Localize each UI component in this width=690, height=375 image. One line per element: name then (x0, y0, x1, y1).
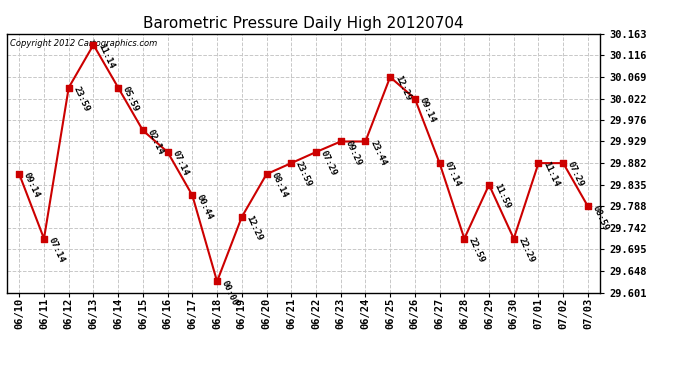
Text: 07:14: 07:14 (47, 236, 66, 264)
Text: 12:29: 12:29 (393, 74, 413, 102)
Point (459, 236, 470, 242)
Text: 09:14: 09:14 (417, 96, 437, 124)
Point (533, 160, 544, 166)
Text: 11:14: 11:14 (541, 160, 561, 189)
Point (162, 149, 173, 155)
Point (212, 279, 223, 285)
Point (236, 214, 247, 220)
Point (63, 85, 75, 91)
Title: Barometric Pressure Daily High 20120704: Barometric Pressure Daily High 20120704 (144, 16, 464, 31)
Point (409, 96, 420, 102)
Point (39, 236, 50, 242)
Text: 12:29: 12:29 (244, 214, 264, 242)
Text: 07:29: 07:29 (566, 160, 586, 189)
Text: 23:59: 23:59 (72, 85, 91, 113)
Point (384, 74, 395, 80)
Text: 08:59: 08:59 (591, 204, 610, 232)
Point (360, 138, 371, 144)
Text: 11:14: 11:14 (96, 42, 116, 70)
Point (582, 203, 593, 209)
Text: 07:14: 07:14 (170, 149, 190, 177)
Text: 08:14: 08:14 (269, 171, 289, 200)
Text: 09:29: 09:29 (344, 139, 363, 167)
Text: 07:29: 07:29 (319, 149, 338, 177)
Text: 07:14: 07:14 (442, 160, 462, 189)
Point (509, 236, 520, 242)
Point (261, 171, 272, 177)
Text: 00:00: 00:00 (220, 279, 239, 307)
Text: 23:44: 23:44 (368, 139, 388, 167)
Text: 11:59: 11:59 (492, 182, 511, 210)
Text: Copyright 2012 Cartographics.com: Copyright 2012 Cartographics.com (10, 39, 157, 48)
Point (286, 160, 297, 166)
Point (310, 149, 322, 155)
Text: 09:14: 09:14 (22, 171, 41, 200)
Text: 23:59: 23:59 (294, 160, 313, 189)
Text: 05:59: 05:59 (121, 85, 141, 113)
Point (434, 160, 445, 166)
Point (112, 85, 124, 91)
Point (558, 160, 569, 166)
Text: 22:29: 22:29 (517, 236, 536, 264)
Point (14, 171, 25, 177)
Point (88, 42, 99, 48)
Point (137, 128, 148, 134)
Point (187, 192, 198, 198)
Point (484, 182, 495, 188)
Text: 00:44: 00:44 (195, 193, 215, 221)
Text: 02:14: 02:14 (146, 128, 165, 156)
Text: 22:59: 22:59 (467, 236, 486, 264)
Point (335, 138, 346, 144)
